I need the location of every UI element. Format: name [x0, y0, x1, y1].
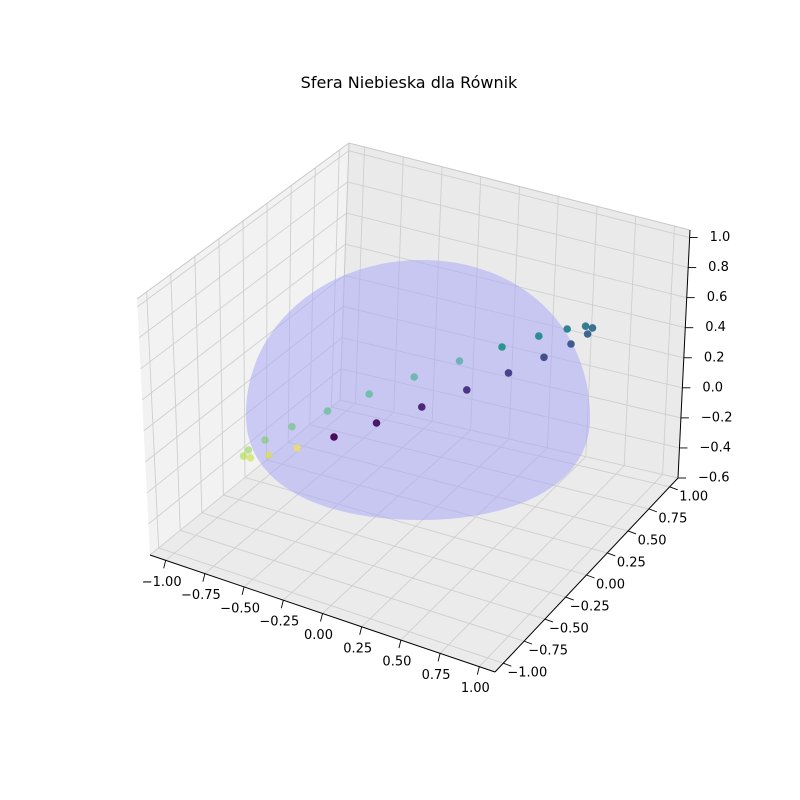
data-point [567, 340, 575, 348]
data-point [246, 454, 255, 462]
x-axis-ticks: −1.00−0.75−0.50−0.25 0.00 0.25 0.50 0.75 1.00 [142, 560, 490, 696]
x-tick-mark [163, 560, 167, 569]
y-tick-mark [544, 618, 554, 623]
data-point [455, 357, 464, 365]
y-tick-label: 0.75 [658, 511, 687, 526]
data-point [265, 451, 273, 459]
data-point [365, 390, 374, 398]
z-tick-label: 0.2 [704, 350, 725, 365]
z-tick-label: 1.0 [710, 230, 731, 245]
left-back-pane [137, 143, 349, 555]
chart-title: Sfera Niebieska dla Równik [301, 73, 518, 92]
x-tick-label: −0.50 [220, 601, 260, 616]
grid-line-y [146, 291, 160, 548]
y-tick-mark [669, 486, 678, 491]
y-tick-label: −0.50 [549, 622, 589, 637]
x-tick-mark [398, 639, 402, 649]
grid-line-y [194, 256, 203, 513]
x-tick-label: 0.75 [422, 668, 451, 683]
sphere-surface [245, 259, 590, 520]
data-point [535, 332, 543, 340]
data-point [498, 343, 506, 351]
x-tick-label: 0.00 [304, 628, 333, 643]
data-point [540, 353, 548, 362]
z-tick-label: 0.4 [705, 320, 726, 335]
x-tick-mark [202, 573, 206, 582]
y-tick-label: 0.00 [596, 578, 625, 593]
x-tick-mark [476, 666, 480, 675]
y-tick-label: 0.50 [638, 533, 667, 548]
z-tick-label: −0.2 [701, 410, 733, 425]
x-tick-label: −0.25 [259, 615, 299, 630]
data-point [288, 422, 296, 431]
y-tick-mark [565, 596, 574, 601]
y-tick-label: 0.25 [617, 555, 646, 570]
y-tick-mark [523, 640, 533, 645]
data-point [588, 324, 597, 332]
grid-line-x [400, 456, 587, 641]
grid-line-y [170, 274, 181, 531]
x-tick-label: 0.50 [382, 655, 411, 670]
y-tick-mark [648, 508, 658, 513]
x-tick-label: 1.00 [461, 681, 490, 696]
x-tick-mark [359, 626, 363, 635]
y-tick-mark [503, 662, 512, 667]
points-group [239, 322, 597, 462]
grid-line-y [242, 220, 246, 478]
data-point [581, 322, 590, 331]
data-point [410, 373, 419, 381]
data-point [261, 436, 269, 444]
grid-line-x [478, 474, 663, 667]
z-tick-label: −0.4 [699, 440, 731, 455]
grid-line-x [623, 216, 637, 466]
y-tick-label: −0.75 [528, 644, 568, 659]
data-point [330, 433, 338, 441]
y-tick-label: −0.25 [570, 600, 610, 615]
x-tick-mark [280, 600, 284, 609]
data-point [463, 386, 471, 394]
y-tick-label: −1.00 [507, 666, 547, 681]
y-tick-mark [607, 552, 616, 557]
data-point [293, 444, 302, 452]
z-tick-label: −0.6 [698, 471, 730, 486]
data-point [239, 452, 248, 460]
z-tick-label: 0.6 [707, 290, 728, 305]
data-point [244, 446, 253, 454]
y-tick-mark [586, 574, 595, 579]
grid-line-x [662, 226, 675, 475]
data-point [323, 407, 332, 415]
z-axis-ticks: −0.6 −0.4 −0.2 0.0 0.2 0.4 0.6 0.8 1.0 [678, 230, 733, 486]
data-point [563, 325, 571, 333]
x-tick-label: 0.25 [343, 641, 372, 656]
x-tick-label: −1.00 [142, 575, 182, 590]
z-tick-label: 0.8 [708, 260, 729, 275]
data-point [583, 330, 592, 338]
x-tick-mark [437, 653, 441, 662]
data-point [504, 369, 513, 377]
grid-line-y [218, 238, 224, 496]
z-tick-label: 0.0 [702, 380, 723, 395]
data-point [372, 419, 381, 427]
x-tick-mark [320, 613, 323, 622]
grid-line-x [439, 465, 625, 654]
y-axis-ticks: −1.00 −0.75 −0.50 −0.25 0.00 0.25 0.50 0.75 1.00 [503, 486, 708, 681]
data-point [418, 403, 426, 411]
x-tick-label: −0.75 [181, 588, 221, 603]
y-tick-mark [627, 530, 637, 535]
x-tick-mark [241, 586, 245, 596]
y-tick-label: 1.00 [679, 489, 708, 504]
